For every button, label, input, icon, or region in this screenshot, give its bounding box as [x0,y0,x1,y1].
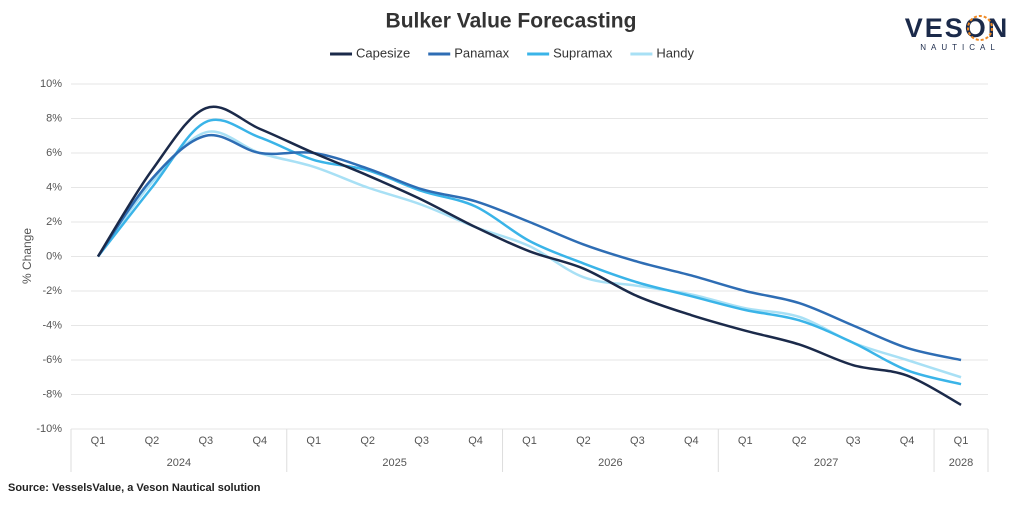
y-tick-label: -10% [36,423,62,435]
x-tick-label: Q4 [900,435,915,447]
legend-label: Handy [656,45,694,60]
y-tick-label: -2% [42,285,62,297]
x-tick-label: Q4 [684,435,699,447]
x-tick-label: Q2 [792,435,807,447]
series-line [96,133,962,362]
y-tick-label: 6% [46,147,62,159]
x-tick-label: Q2 [576,435,591,447]
x-group-label: 2028 [949,457,973,469]
x-tick-label: Q1 [306,435,321,447]
x-tick-label: Q3 [846,435,861,447]
y-tick-label: 0% [46,250,62,262]
logo-name: VESON [905,13,1010,43]
legend-label: Capesize [356,45,410,60]
legend-label: Panamax [454,45,509,60]
x-tick-label: Q4 [468,435,483,447]
x-tick-label: Q3 [199,435,214,447]
y-tick-label: 2% [46,216,62,228]
y-tick-label: -4% [42,319,62,331]
y-tick-label: -8% [42,388,62,400]
x-group-label: 2026 [598,457,622,469]
chart-title: Bulker Value Forecasting [386,10,637,33]
legend-label: Supramax [553,45,613,60]
source-note: Source: VesselsValue, a Veson Nautical s… [8,482,261,494]
x-tick-label: Q1 [738,435,753,447]
x-tick-label: Q1 [91,435,106,447]
x-tick-label: Q1 [954,435,969,447]
x-group-label: 2025 [382,457,406,469]
x-tick-label: Q2 [360,435,375,447]
x-tick-label: Q1 [522,435,537,447]
y-tick-label: 8% [46,112,62,124]
x-tick-label: Q2 [145,435,160,447]
x-tick-label: Q4 [252,435,267,447]
series-line [96,118,962,386]
y-tick-label: 10% [40,78,62,90]
x-group-label: 2027 [814,457,838,469]
y-tick-label: 4% [46,181,62,193]
series-line [96,130,962,379]
logo-accent [967,15,993,41]
series-line [96,105,962,406]
logo-tagline: NAUTICAL [920,43,1000,52]
y-axis-label: % Change [20,228,34,284]
y-tick-label: -6% [42,354,62,366]
x-tick-label: Q3 [414,435,429,447]
x-group-label: 2024 [167,457,191,469]
x-tick-label: Q3 [630,435,645,447]
